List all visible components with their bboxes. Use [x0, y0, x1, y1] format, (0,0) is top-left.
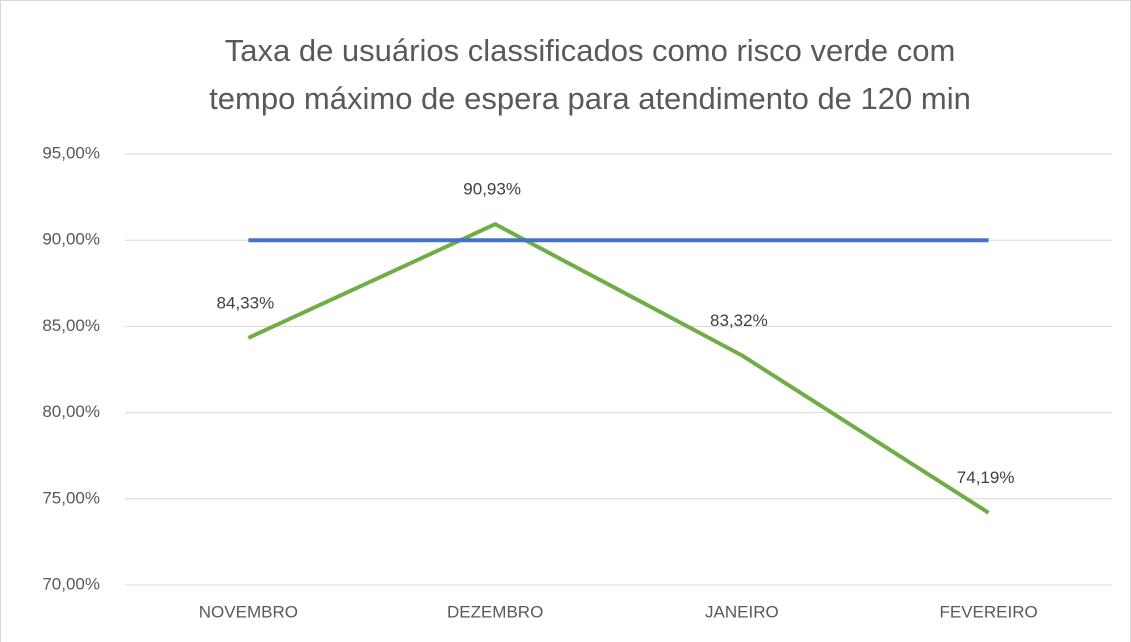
y-tick-label: 80,00% [42, 402, 100, 421]
x-tick-label: JANEIRO [705, 602, 779, 621]
chart-title: Taxa de usuários classificados como risc… [225, 33, 956, 68]
data-label: 74,19% [957, 468, 1015, 487]
y-tick-label: 90,00% [42, 230, 100, 249]
data-label: 84,33% [217, 293, 275, 312]
y-tick-label: 95,00% [42, 143, 100, 162]
series-line [247, 222, 990, 515]
x-tick-label: FEVEREIRO [940, 602, 1038, 621]
data-label: 83,32% [710, 311, 768, 330]
data-label: 90,93% [463, 180, 521, 199]
x-tick-label: DEZEMBRO [447, 602, 543, 621]
y-tick-label: 85,00% [42, 316, 100, 335]
y-tick-label: 75,00% [42, 488, 100, 507]
y-tick-label: 70,00% [42, 574, 100, 593]
chart-title: tempo máximo de espera para atendimento … [209, 81, 971, 116]
x-tick-label: NOVEMBRO [199, 602, 298, 621]
